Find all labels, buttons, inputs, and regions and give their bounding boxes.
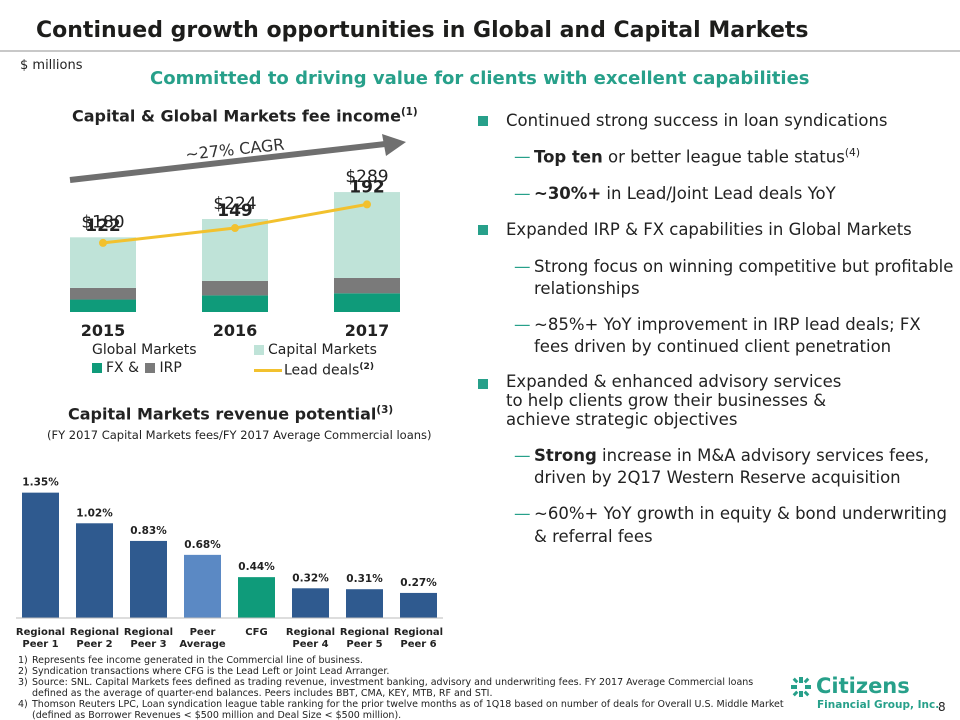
revenue-bar-3 [130, 540, 167, 618]
lead-deals-point-2015 [99, 238, 107, 247]
page-title: Continued growth opportunities in Global… [36, 18, 809, 43]
revenue-category-label-6: Regional [286, 627, 335, 638]
revenue-value-label-7: 0.31% [346, 573, 383, 585]
fee-bar-irp-2017 [334, 277, 400, 294]
revenue-category-label-2: Peer 2 [76, 639, 112, 650]
citizens-logo-icon [791, 677, 811, 697]
revenue-value-label-8: 0.27% [400, 577, 437, 589]
legend-global-markets: Global Markets [92, 342, 197, 358]
bullet-square-icon [478, 225, 488, 236]
lead-deals-point-2016 [231, 224, 239, 233]
units-label: $ millions [20, 58, 83, 73]
sub-bullet-irp-improvement: — ~85%+ YoY improvement in IRP lead deals… [514, 315, 921, 357]
revenue-value-label-3: 0.83% [130, 525, 167, 537]
fee-category-label-2016: 2016 [213, 321, 258, 340]
lead-deals-label-2016: 149 [217, 201, 253, 221]
logo-subtitle: Financial Group, Inc. [817, 699, 940, 711]
revenue-category-label-6: Peer 4 [292, 639, 328, 650]
bullet-irp-fx: Expanded IRP & FX capabilities in Global… [478, 219, 954, 241]
revenue-category-label-4: Average [179, 639, 226, 650]
revenue-value-label-4: 0.68% [184, 539, 221, 551]
revenue-category-label-4: Peer [190, 627, 216, 638]
revenue-category-label-8: Regional [394, 627, 443, 638]
revenue-category-label-1: Regional [16, 627, 65, 638]
footnote-2: 2) Syndication transactions where CFG is … [18, 665, 390, 677]
fee-bar-fx-2015 [70, 299, 136, 312]
revenue-chart-subtitle: (FY 2017 Capital Markets fees/FY 2017 Av… [47, 428, 432, 442]
revenue-value-label-5: 0.44% [238, 561, 275, 573]
revenue-category-label-1: Peer 1 [22, 639, 58, 650]
logo-wordmark: Citizens [816, 674, 910, 698]
fee-bar-irp-2016 [202, 280, 268, 296]
revenue-chart-title: Capital Markets revenue potential(3) [68, 404, 394, 424]
dash-icon: — [514, 445, 531, 465]
revenue-bar-1 [22, 492, 59, 618]
bullet-loan-syndications: Continued strong success in loan syndica… [478, 110, 954, 132]
fee-total-label-2015: $180 [81, 212, 124, 232]
revenue-category-label-8: Peer 6 [400, 639, 436, 650]
dash-icon: — [514, 256, 531, 276]
revenue-value-label-6: 0.32% [292, 572, 329, 584]
revenue-value-label-1: 1.35% [22, 477, 59, 489]
lead-deals-label-2015: 122 [85, 216, 121, 236]
revenue-value-label-2: 1.02% [76, 507, 113, 519]
bullet-square-icon [478, 116, 488, 126]
page-number: 8 [938, 700, 946, 714]
legend-lead-line [254, 369, 282, 373]
revenue-bar-4 [184, 554, 221, 618]
revenue-bar-5 [238, 577, 275, 618]
bullet-list: Continued strong success in loan syndica… [478, 110, 954, 548]
cagr-arrow-line [69, 141, 386, 183]
legend-capital-markets: Capital Markets [254, 342, 377, 358]
dash-icon: — [514, 315, 531, 335]
footnotes: 1) Represents fee income generated in the… [18, 655, 788, 720]
revenue-category-label-5: CFG [245, 627, 267, 638]
fee-total-label-2016: $224 [213, 194, 256, 214]
page-subtitle: Committed to driving value for clients w… [150, 68, 810, 89]
fee-category-label-2017: 2017 [345, 321, 390, 340]
dash-icon: — [514, 184, 531, 204]
fee-category-label-2015: 2015 [81, 321, 126, 340]
sub-bullet-underwriting: — ~60%+ YoY growth in equity & bond under… [514, 504, 947, 546]
revenue-category-label-7: Peer 5 [346, 639, 382, 650]
sub-bullet-competitive-focus: — Strong focus on winning competitive but… [514, 256, 954, 298]
revenue-category-label-3: Regional [124, 627, 173, 638]
legend-lead-deals: Lead deals(2) [254, 362, 374, 379]
legend-irp-swatch [145, 363, 156, 373]
revenue-bar-2 [76, 523, 113, 618]
title-divider [0, 50, 960, 52]
fee-bar-fx-2017 [334, 293, 400, 312]
revenue-bar-7 [346, 589, 383, 618]
footnote-4: 4) Thomson Reuters LPC, Loan syndication … [18, 698, 784, 720]
bullet-square-icon [478, 378, 488, 389]
sub-bullet-ma-advisory: — Strong increase in M&A advisory service… [514, 445, 930, 488]
dash-icon: — [514, 147, 531, 167]
legend-fx-swatch [92, 363, 102, 373]
footnote-1: 1) Represents fee income generated in the… [18, 655, 363, 666]
lead-deals-label-2017: 192 [349, 177, 385, 197]
sub-bullet-top-ten: — Top ten or better league table status(4… [514, 146, 860, 167]
revenue-category-label-3: Peer 3 [130, 639, 166, 650]
legend-fx-irp: FX & IRP [92, 360, 182, 376]
bullet-advisory-services: Expanded & enhanced advisory services to… [478, 372, 954, 431]
revenue-bar-6 [292, 588, 329, 618]
sub-bullet-lead-deals: — ~30%+ in Lead/Joint Lead deals YoY [478, 183, 954, 205]
legend-cm-swatch [254, 345, 264, 355]
lead-deals-point-2017 [363, 200, 371, 209]
fee-bar-fx-2016 [202, 295, 268, 312]
revenue-category-label-7: Regional [340, 627, 389, 638]
revenue-bar-8 [400, 592, 437, 618]
footnote-3: 3) Source: SNL. Capital Markets fees defi… [18, 676, 754, 699]
fee-total-label-2017: $289 [345, 167, 388, 187]
fee-bar-irp-2015 [70, 287, 136, 300]
dash-icon: — [514, 504, 531, 524]
revenue-category-label-2: Regional [70, 627, 119, 638]
fee-chart-title: Capital & Global Markets fee income(1) [72, 106, 418, 126]
cagr-arrow-head-icon [382, 134, 406, 156]
